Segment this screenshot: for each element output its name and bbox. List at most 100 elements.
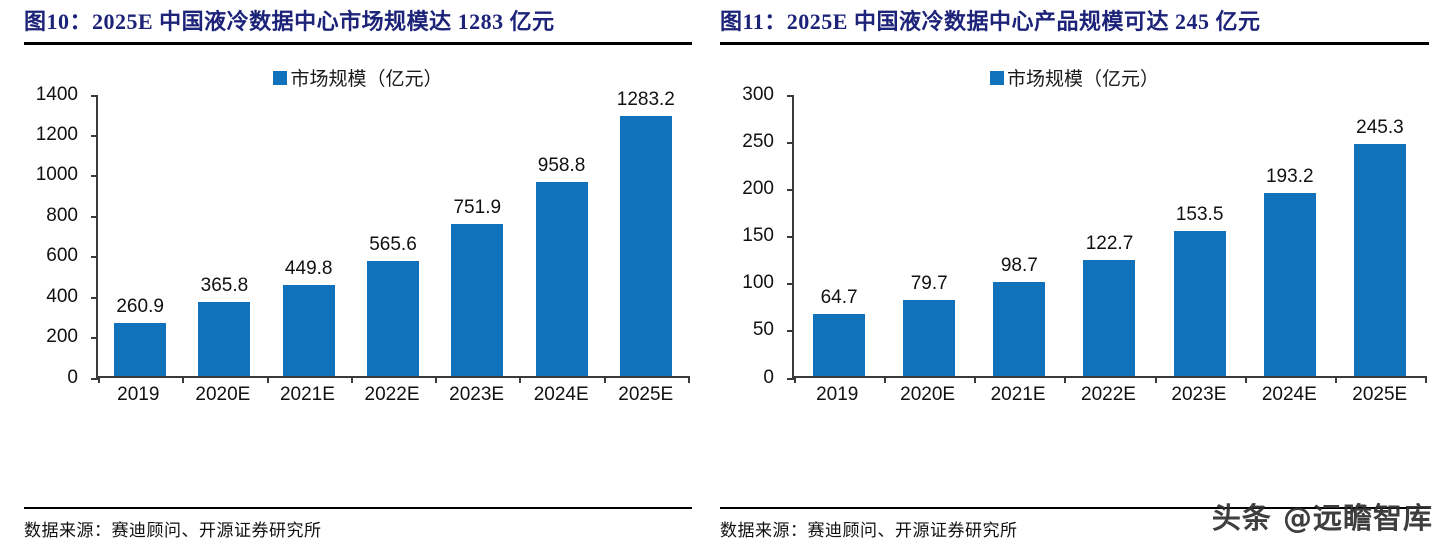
figure-panel-10: 图10：2025E 中国液冷数据中心市场规模达 1283 亿元 市场规模（亿元）…: [0, 0, 714, 549]
source-note-11: 数据来源：赛迪顾问、开源证券研究所: [720, 521, 1018, 540]
y-tick-mark: [91, 296, 98, 299]
bar[interactable]: [366, 261, 419, 376]
x-tick-label: 2023E: [449, 383, 505, 405]
x-tick-mark: [1425, 375, 1427, 383]
bar[interactable]: [1173, 230, 1226, 376]
bar-slot[interactable]: 98.7: [974, 95, 1064, 376]
x-tick-mark: [435, 375, 438, 383]
x-tick-label: 2022E: [364, 383, 420, 405]
x-tick-mark: [1244, 375, 1247, 383]
bar[interactable]: [993, 282, 1046, 376]
footer-divider-11: [720, 507, 1429, 509]
x-tick-mark: [794, 375, 796, 383]
y-tick-label: 100: [742, 272, 774, 294]
y-tick-mark: [787, 377, 794, 380]
bar-value-label: 1283.2: [616, 89, 675, 111]
y-tick-label: 250: [742, 130, 774, 152]
x-tick-mark: [974, 375, 977, 383]
bar-slot[interactable]: 449.8: [267, 95, 351, 376]
bar-slot[interactable]: 153.5: [1155, 95, 1245, 376]
bar[interactable]: [114, 322, 167, 376]
legend-swatch-icon: [273, 70, 288, 85]
bar-value-label: 565.6: [369, 234, 417, 256]
bar[interactable]: [1263, 193, 1316, 376]
x-tick-label: 2025E: [618, 383, 674, 405]
y-tick-label: 200: [742, 177, 774, 199]
bar-slot[interactable]: 958.8: [519, 95, 603, 376]
bar-value-label: 64.7: [820, 287, 858, 309]
y-tick-mark: [91, 337, 98, 340]
bar-value-label: 365.8: [200, 274, 249, 296]
bar-value-label: 79.7: [910, 273, 948, 295]
y-tick-label: 1000: [35, 164, 78, 186]
x-tick-mark: [182, 375, 185, 383]
bar-slot[interactable]: 193.2: [1245, 95, 1335, 376]
y-axis-10: 0 200 400 600 800 1000 1200 1400: [24, 84, 86, 388]
x-tick-mark: [603, 375, 606, 383]
bar-slot[interactable]: 565.6: [351, 95, 435, 376]
y-tick-label: 1200: [35, 123, 78, 145]
bar[interactable]: [535, 181, 588, 376]
figure-panel-11: 图11：2025E 中国液冷数据中心产品规模可达 245 亿元 市场规模（亿元）…: [714, 0, 1451, 549]
x-tick-label: 2021E: [279, 383, 335, 405]
bar-slot[interactable]: 245.3: [1335, 95, 1425, 376]
x-tick-label: 2025E: [1352, 383, 1408, 405]
y-tick-mark: [91, 134, 98, 137]
bar[interactable]: [813, 314, 866, 376]
x-tick-mark: [266, 375, 269, 383]
bar[interactable]: [619, 116, 672, 376]
x-tick-mark: [1334, 375, 1337, 383]
y-tick-mark: [787, 236, 794, 238]
y-tick-label: 400: [46, 285, 78, 307]
title-divider-10: [24, 41, 692, 45]
y-tick-label: 0: [67, 366, 78, 388]
bar-slot[interactable]: 1283.2: [604, 89, 688, 376]
bar[interactable]: [1083, 259, 1136, 376]
bar-slot[interactable]: 79.7: [884, 95, 974, 376]
source-note-10: 数据来源：赛迪顾问、开源证券研究所: [24, 521, 322, 540]
bar[interactable]: [198, 301, 251, 376]
watermark: 头条 @远瞻智库: [1211, 501, 1433, 535]
bar-slot[interactable]: 260.9: [98, 95, 182, 376]
bar-slot[interactable]: 751.9: [435, 95, 519, 376]
title-divider-11: [720, 41, 1429, 45]
bar-value-label: 449.8: [284, 257, 333, 279]
x-tick-mark: [1154, 375, 1157, 383]
y-tick-mark: [787, 188, 794, 191]
y-tick-mark: [787, 330, 794, 333]
figure-title-11: 图11：2025E 中国液冷数据中心产品规模可达 245 亿元: [720, 9, 1261, 34]
bar-chart-11: 0 50 100 150 200 250 300 64.7 79.7 98.7 122.7 153.…: [720, 84, 1429, 405]
figure-footer-11: 数据来源：赛迪顾问、开源证券研究所: [720, 507, 1429, 541]
x-tick-label: 2020E: [900, 383, 956, 405]
bar[interactable]: [451, 223, 504, 376]
x-tick-label: 2024E: [533, 383, 589, 405]
bar[interactable]: [282, 284, 335, 376]
bar-slot[interactable]: 365.8: [182, 95, 266, 376]
bar-slot[interactable]: 64.7: [794, 95, 884, 376]
bar[interactable]: [903, 300, 956, 376]
bar-slot[interactable]: 122.7: [1064, 95, 1154, 376]
bar-value-label: 751.9: [453, 196, 502, 218]
bar-series-11: 64.7 79.7 98.7 122.7 153.5 193.2 245.3: [794, 95, 1425, 376]
x-tick-label: 2019: [816, 383, 859, 405]
x-axis-10: 2019 2020E 2021E 2022E 2023E 2024E 2025E: [96, 384, 688, 406]
y-axis-11: 0 50 100 150 200 250 300: [720, 84, 782, 388]
y-axis-cap: [91, 94, 98, 97]
y-tick-mark: [91, 215, 98, 218]
y-tick-label: 1400: [35, 83, 78, 105]
y-tick-label: 150: [742, 225, 774, 246]
chart-legend-10: 市场规模（亿元）: [24, 67, 692, 90]
bar-value-label: 958.8: [537, 154, 586, 176]
legend-label: 市场规模（亿元）: [1006, 68, 1159, 90]
y-tick-label: 300: [742, 83, 774, 105]
y-tick-mark: [787, 141, 794, 144]
x-tick-label: 2020E: [195, 383, 251, 405]
x-tick-label: 2022E: [1081, 383, 1136, 405]
bar[interactable]: [1353, 144, 1406, 376]
y-tick-label: 0: [763, 366, 774, 388]
bar-value-label: 153.5: [1175, 203, 1224, 225]
x-tick-mark: [688, 375, 690, 383]
x-tick-label: 2024E: [1261, 383, 1317, 405]
bar-chart-10: 0 200 400 600 800 1000 1200 1400 260.9 365.8 449.…: [24, 84, 692, 405]
